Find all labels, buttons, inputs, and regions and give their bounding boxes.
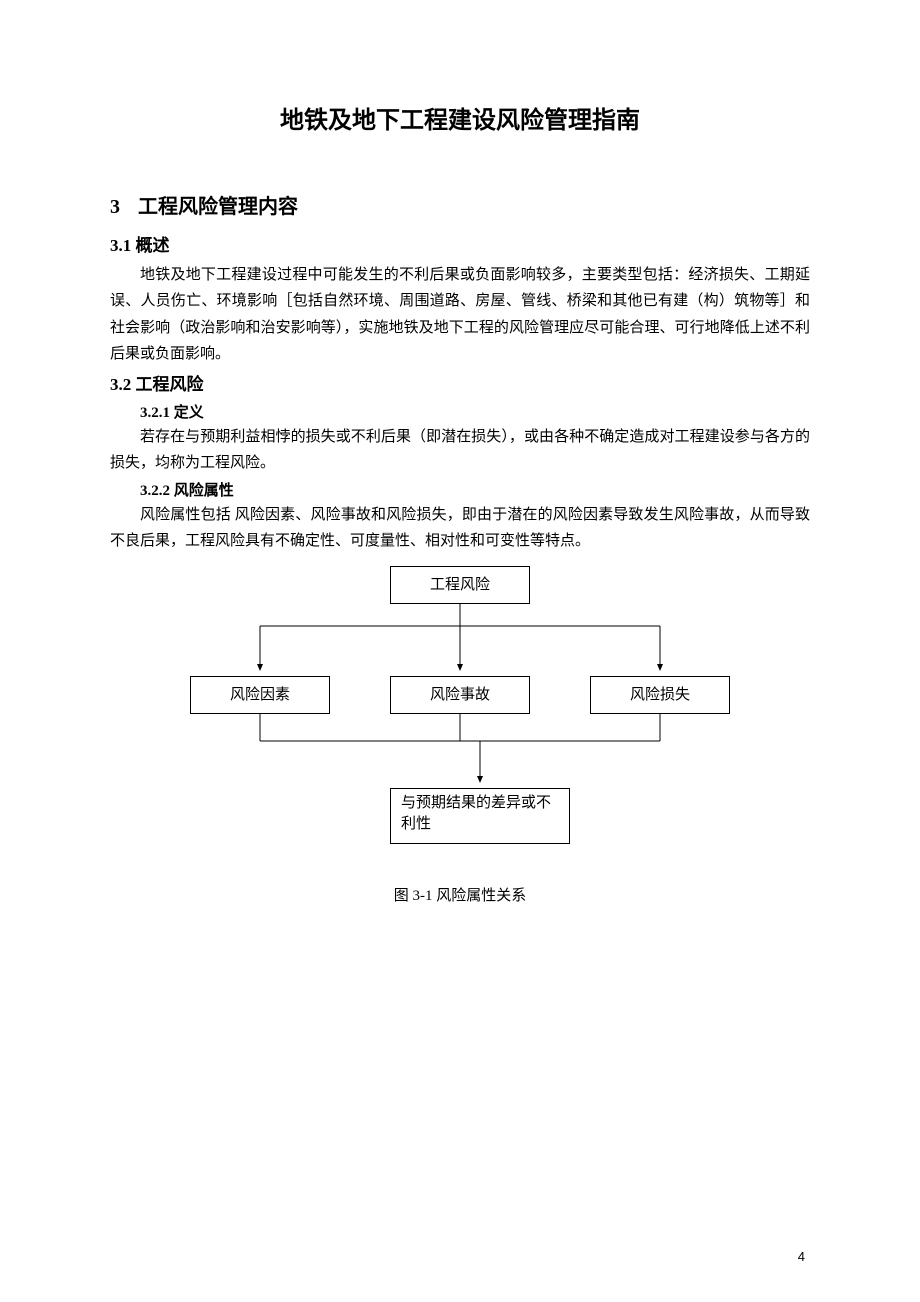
section-title: 工程风险管理内容: [138, 190, 298, 219]
figure-caption: 图 3-1 风险属性关系: [110, 884, 810, 905]
heading-3-2: 3.2 工程风险: [110, 370, 810, 395]
heading-3-2-1: 3.2.1 定义: [110, 401, 810, 422]
risk-attribute-flowchart: 工程风险 风险因素 风险事故 风险损失 与预期结果的差异或不利性: [190, 566, 730, 856]
node-mid: 风险事故: [390, 676, 530, 714]
section-3-heading: 3 工程风险管理内容: [110, 190, 810, 219]
para-3-2-1: 若存在与预期利益相悖的损失或不利后果（即潜在损失），或由各种不确定造成对工程建设…: [110, 424, 810, 477]
node-top: 工程风险: [390, 566, 530, 604]
node-right: 风险损失: [590, 676, 730, 714]
diagram-container: 工程风险 风险因素 风险事故 风险损失 与预期结果的差异或不利性: [110, 566, 810, 856]
node-left: 风险因素: [190, 676, 330, 714]
heading-3-2-2: 3.2.2 风险属性: [110, 479, 810, 500]
document-title: 地铁及地下工程建设风险管理指南: [110, 100, 810, 135]
heading-3-1: 3.1 概述: [110, 231, 810, 256]
para-3-2-2: 风险属性包括 风险因素、风险事故和风险损失，即由于潜在的风险因素导致发生风险事故…: [110, 502, 810, 555]
node-bottom: 与预期结果的差异或不利性: [390, 788, 570, 844]
para-3-1: 地铁及地下工程建设过程中可能发生的不利后果或负面影响较多，主要类型包括：经济损失…: [110, 262, 810, 367]
page-number: 4: [798, 1249, 805, 1264]
section-number: 3: [110, 196, 120, 219]
